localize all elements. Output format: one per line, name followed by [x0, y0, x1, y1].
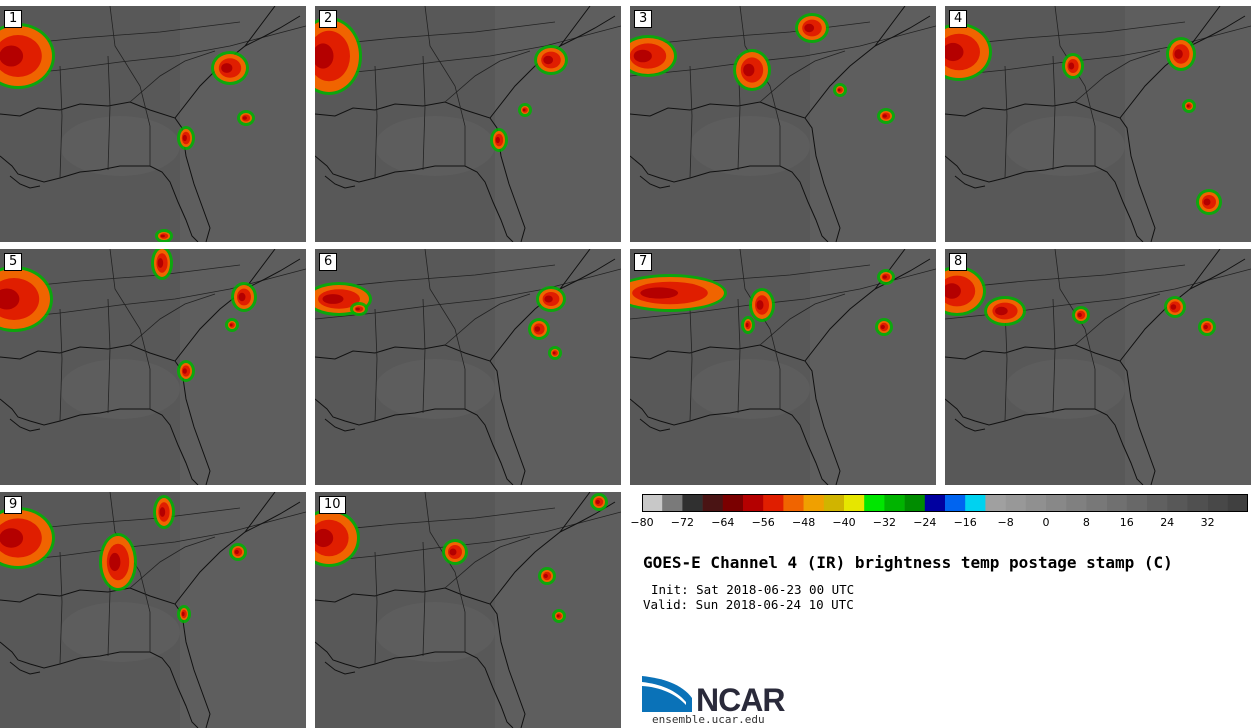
storm-cells [945, 266, 1216, 336]
colorbar-swatch [783, 494, 804, 512]
storm-cells [0, 23, 255, 242]
postage-stamp-panel: 5 [0, 249, 306, 485]
colorbar-tick-label: 24 [1160, 516, 1175, 529]
colorbar-swatch [864, 494, 885, 512]
colorbar-swatch [823, 494, 845, 512]
satellite-map [945, 249, 1251, 485]
colorbar-swatch [904, 494, 926, 512]
colorbar-swatch [985, 494, 1006, 512]
satellite-map [0, 492, 306, 728]
colorbar-swatch [884, 494, 905, 512]
colorbar-swatch [1106, 494, 1128, 512]
postage-stamp-panel: 2 [315, 6, 621, 242]
colorbar-swatch [763, 494, 784, 512]
colorbar-swatch [722, 494, 744, 512]
storm-cells [630, 13, 895, 124]
colorbar-tick-label: −80 [630, 516, 654, 529]
colorbar-swatch [924, 494, 946, 512]
colorbar-swatch [1207, 494, 1229, 512]
satellite-map [315, 249, 621, 485]
satellite-map [315, 6, 621, 242]
postage-stamp-panel: 10 [315, 492, 621, 728]
panel-number: 1 [4, 10, 23, 28]
colorbar-tick-label: −72 [670, 516, 694, 529]
init-time: Init: Sat 2018-06-23 00 UTC [651, 582, 855, 597]
colorbar-swatch [1187, 494, 1208, 512]
colorbar-swatch [803, 494, 825, 512]
colorbar-swatch [682, 494, 703, 512]
panel-number: 10 [319, 496, 346, 514]
colorbar-tick-label: −24 [913, 516, 937, 529]
storm-cells [0, 249, 257, 382]
colorbar-tick-label: −16 [953, 516, 977, 529]
panel-number: 9 [4, 496, 23, 514]
colorbar-swatch [662, 494, 683, 512]
storm-cells [0, 495, 247, 623]
postage-stamp-panel: 9 [0, 492, 306, 728]
satellite-map [945, 6, 1251, 242]
ncar-logo: NCAR [642, 676, 786, 714]
panel-number: 3 [634, 10, 653, 28]
colorbar-swatch [1147, 494, 1168, 512]
panel-number: 8 [949, 253, 968, 271]
postage-stamp-panel: 3 [630, 6, 936, 242]
satellite-map [630, 249, 936, 485]
colorbar [642, 494, 1248, 512]
storm-cells [315, 493, 608, 623]
colorbar-swatch [1066, 494, 1087, 512]
colorbar-border [642, 494, 1248, 512]
storm-cells [315, 282, 566, 360]
postage-stamp-panel: 4 [945, 6, 1251, 242]
colorbar-swatch [702, 494, 724, 512]
satellite-map [315, 492, 621, 728]
ncar-logo-text: NCAR [696, 682, 785, 714]
panel-number: 2 [319, 10, 338, 28]
satellite-map [0, 6, 306, 242]
postage-stamp-panel: 7 [630, 249, 936, 485]
postage-stamp-panel: 8 [945, 249, 1251, 485]
colorbar-swatch [743, 494, 764, 512]
colorbar-swatch [965, 494, 986, 512]
panel-number: 5 [4, 253, 23, 271]
colorbar-swatch [1005, 494, 1027, 512]
valid-time: Valid: Sun 2018-06-24 10 UTC [643, 597, 854, 612]
colorbar-swatch [1227, 494, 1248, 512]
colorbar-tick-label: 0 [1042, 516, 1050, 529]
storm-cells [945, 23, 1222, 215]
panel-number: 7 [634, 253, 653, 271]
figure-title: GOES-E Channel 4 (IR) brightness temp po… [643, 553, 1173, 572]
colorbar-swatch [1167, 494, 1188, 512]
colorbar-tick-label: −56 [751, 516, 775, 529]
ncar-url: ensemble.ucar.edu [652, 713, 765, 726]
colorbar-tick-label: 16 [1119, 516, 1134, 529]
postage-stamp-panel: 1 [0, 6, 306, 242]
colorbar-swatch [945, 494, 966, 512]
colorbar-tick-label: −8 [997, 516, 1014, 529]
colorbar-swatch [642, 494, 663, 512]
colorbar-swatch [1126, 494, 1148, 512]
colorbar-tick-label: −48 [791, 516, 816, 529]
colorbar-tick-label: −32 [872, 516, 896, 529]
colorbar-tick-labels: −80 −72 −64 −56 −48 −40 −32 −24 −16 −8 0 8 16 24 32 [630, 516, 1258, 532]
satellite-map [630, 6, 936, 242]
postage-stamp-panel: 6 [315, 249, 621, 485]
colorbar-tick-label: −64 [711, 516, 735, 529]
satellite-map [0, 249, 306, 485]
colorbar-tick-label: 8 [1082, 516, 1090, 529]
ncar-logo-swoosh [642, 676, 692, 712]
panel-number: 6 [319, 253, 338, 271]
colorbar-tick-label: −40 [832, 516, 856, 529]
colorbar-swatch [1046, 494, 1067, 512]
colorbar-swatch [1086, 494, 1107, 512]
panel-number: 4 [949, 10, 968, 28]
colorbar-swatch [1025, 494, 1047, 512]
storm-cells [630, 269, 895, 336]
storm-cells [315, 17, 568, 152]
colorbar-tick-label: 32 [1200, 516, 1215, 529]
colorbar-swatch [844, 494, 865, 512]
